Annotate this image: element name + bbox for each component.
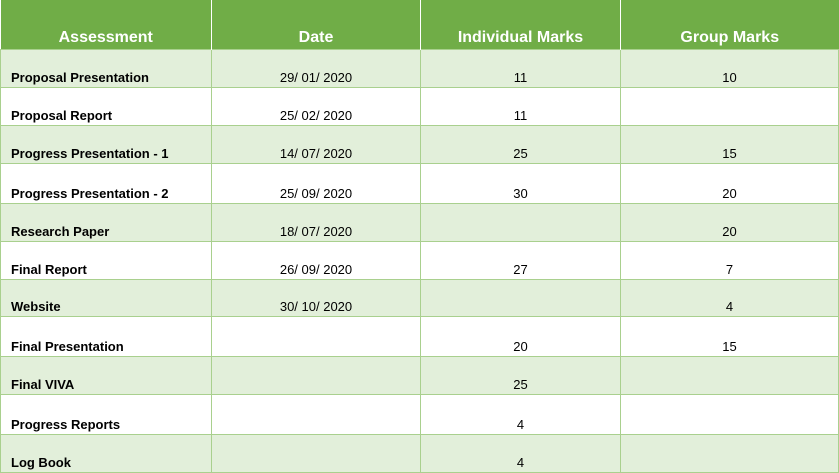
assessment-cell: Website <box>0 279 212 317</box>
individual-marks-cell <box>420 203 621 242</box>
group-marks-cell: 7 <box>620 241 839 280</box>
group-marks-cell: 15 <box>620 316 839 357</box>
date-cell <box>211 316 421 357</box>
individual-marks-cell <box>420 279 621 317</box>
date-cell <box>211 394 421 435</box>
assessment-cell: Final Presentation <box>0 316 212 357</box>
table-row: Website 30/ 10/ 2020 4 <box>0 279 839 317</box>
header-assessment: Assessment <box>0 0 212 50</box>
header-group-marks: Group Marks <box>620 0 839 50</box>
table-row: Progress Reports 4 <box>0 394 839 435</box>
assessment-cell: Log Book <box>0 434 212 473</box>
individual-marks-cell: 30 <box>420 163 621 204</box>
assessment-cell: Final Report <box>0 241 212 280</box>
individual-marks-cell: 27 <box>420 241 621 280</box>
group-marks-cell: 20 <box>620 203 839 242</box>
date-cell: 29/ 01/ 2020 <box>211 49 421 88</box>
assessment-cell: Research Paper <box>0 203 212 242</box>
header-row: Assessment Date Individual Marks Group M… <box>0 0 839 50</box>
assessment-cell: Proposal Report <box>0 87 212 126</box>
individual-marks-cell: 11 <box>420 87 621 126</box>
group-marks-cell <box>620 87 839 126</box>
group-marks-cell: 20 <box>620 163 839 204</box>
group-marks-cell <box>620 394 839 435</box>
header-individual-marks: Individual Marks <box>420 0 621 50</box>
table-row: Log Book 4 <box>0 434 839 473</box>
group-marks-cell <box>620 434 839 473</box>
group-marks-cell <box>620 356 839 395</box>
date-cell: 30/ 10/ 2020 <box>211 279 421 317</box>
table-row: Progress Presentation - 1 14/ 07/ 2020 2… <box>0 125 839 164</box>
table-row: Final VIVA 25 <box>0 356 839 395</box>
group-marks-cell: 10 <box>620 49 839 88</box>
individual-marks-cell: 25 <box>420 356 621 395</box>
date-cell <box>211 434 421 473</box>
date-cell: 25/ 02/ 2020 <box>211 87 421 126</box>
individual-marks-cell: 4 <box>420 394 621 435</box>
assessment-cell: Proposal Presentation <box>0 49 212 88</box>
table-row: Proposal Report 25/ 02/ 2020 11 <box>0 87 839 126</box>
individual-marks-cell: 4 <box>420 434 621 473</box>
date-cell: 14/ 07/ 2020 <box>211 125 421 164</box>
date-cell: 18/ 07/ 2020 <box>211 203 421 242</box>
assessment-cell: Progress Presentation - 2 <box>0 163 212 204</box>
date-cell: 25/ 09/ 2020 <box>211 163 421 204</box>
date-cell <box>211 356 421 395</box>
table-row: Final Presentation 20 15 <box>0 316 839 357</box>
group-marks-cell: 15 <box>620 125 839 164</box>
individual-marks-cell: 11 <box>420 49 621 88</box>
assessment-cell: Progress Presentation - 1 <box>0 125 212 164</box>
table-row: Progress Presentation - 2 25/ 09/ 2020 3… <box>0 163 839 204</box>
group-marks-cell: 4 <box>620 279 839 317</box>
assessment-cell: Progress Reports <box>0 394 212 435</box>
assessment-cell: Final VIVA <box>0 356 212 395</box>
header-date: Date <box>211 0 421 50</box>
table-row: Final Report 26/ 09/ 2020 27 7 <box>0 241 839 280</box>
individual-marks-cell: 20 <box>420 316 621 357</box>
table-row: Research Paper 18/ 07/ 2020 20 <box>0 203 839 242</box>
table-row: Proposal Presentation 29/ 01/ 2020 11 10 <box>0 49 839 88</box>
date-cell: 26/ 09/ 2020 <box>211 241 421 280</box>
individual-marks-cell: 25 <box>420 125 621 164</box>
